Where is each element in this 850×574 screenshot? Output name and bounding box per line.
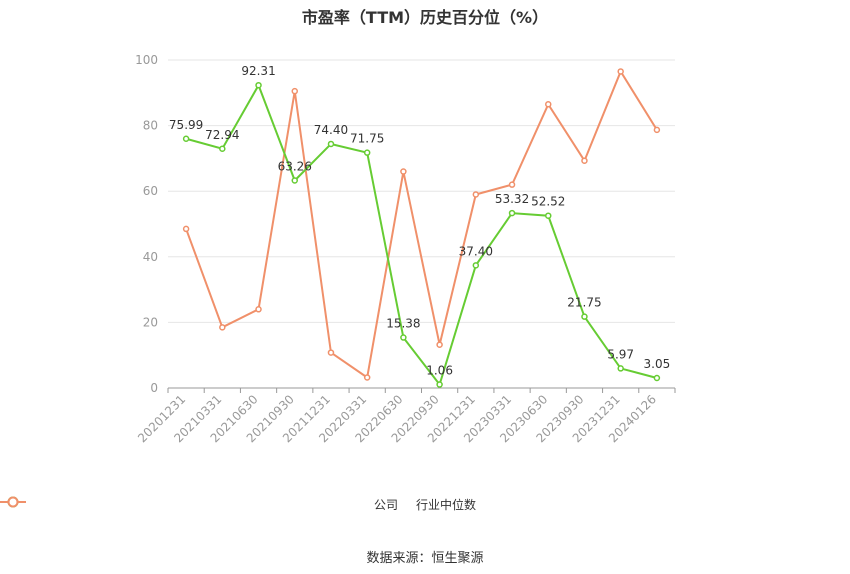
data-label: 3.05 [644,357,671,371]
data-point-1 [219,324,226,331]
data-label: 21.75 [567,296,601,310]
series-line-1 [185,69,658,380]
y-tick-label: 40 [143,250,158,264]
data-point-1 [400,168,407,175]
legend-marker-industry-median [0,496,26,508]
data-label: 1.06 [426,364,453,378]
data-point-0 [327,140,335,148]
data-point-1 [653,126,661,134]
line-chart: 0 20 40 60 80 100 202012312021033120210630202… [135,53,676,445]
data-point-1 [581,157,588,164]
data-point-1 [545,101,552,108]
series-lines [182,68,661,388]
legend-label-company: 公司 [373,498,398,512]
data-label: 37.40 [459,244,493,258]
data-point-1 [255,306,262,313]
data-point-0 [400,334,407,341]
data-point-0 [436,381,443,388]
data-point-0 [291,177,298,184]
grid-lines [168,59,675,323]
legend-item-company[interactable]: 公司 [0,496,398,513]
data-point-0 [472,262,480,269]
y-tick-label: 20 [143,315,158,329]
data-point-0 [255,81,262,89]
legend-label-industry-median: 行业中位数 [416,498,477,512]
data-point-0 [653,374,661,382]
data-source: 数据来源：恒生聚源 [366,551,484,566]
legend-item-industry-median[interactable]: 行业中位数 [0,496,477,513]
data-label: 52.52 [531,195,565,209]
data-point-1 [327,349,335,356]
data-label: 74.40 [314,123,348,137]
data-label: 75.99 [169,118,203,132]
data-point-0 [182,135,190,143]
x-axis-labels: 2020123120210331202106302021093020211231… [135,392,659,445]
y-tick-label: 60 [143,184,158,198]
legend: 公司 行业中位数 [0,496,850,513]
data-label: 72.94 [205,128,239,142]
data-point-0 [219,145,226,153]
data-point-1 [508,181,516,188]
data-point-0 [545,212,552,219]
y-tick-label: 0 [150,381,158,395]
data-point-1 [617,68,624,75]
data-point-1 [182,225,190,233]
y-tick-label: 80 [143,119,158,133]
data-point-1 [472,191,480,198]
x-axis [167,387,676,393]
data-point-0 [508,209,516,217]
data-label: 92.31 [241,64,275,78]
data-point-1 [291,87,298,95]
data-point-0 [581,313,588,320]
y-axis: 0 20 40 60 80 100 [135,53,158,395]
data-label: 71.75 [350,132,384,146]
data-point-0 [617,365,624,372]
data-label: 53.32 [495,192,529,206]
data-point-1 [436,341,443,348]
data-point-1 [363,374,371,381]
data-label: 15.38 [386,317,420,331]
data-label: 5.97 [607,347,634,361]
chart-title: 市盈率（TTM）历史百分位（%） [301,8,549,27]
y-tick-label: 100 [135,53,158,67]
data-point-0 [363,149,371,156]
series-line-0 [185,82,658,387]
data-label: 63.26 [278,160,312,174]
